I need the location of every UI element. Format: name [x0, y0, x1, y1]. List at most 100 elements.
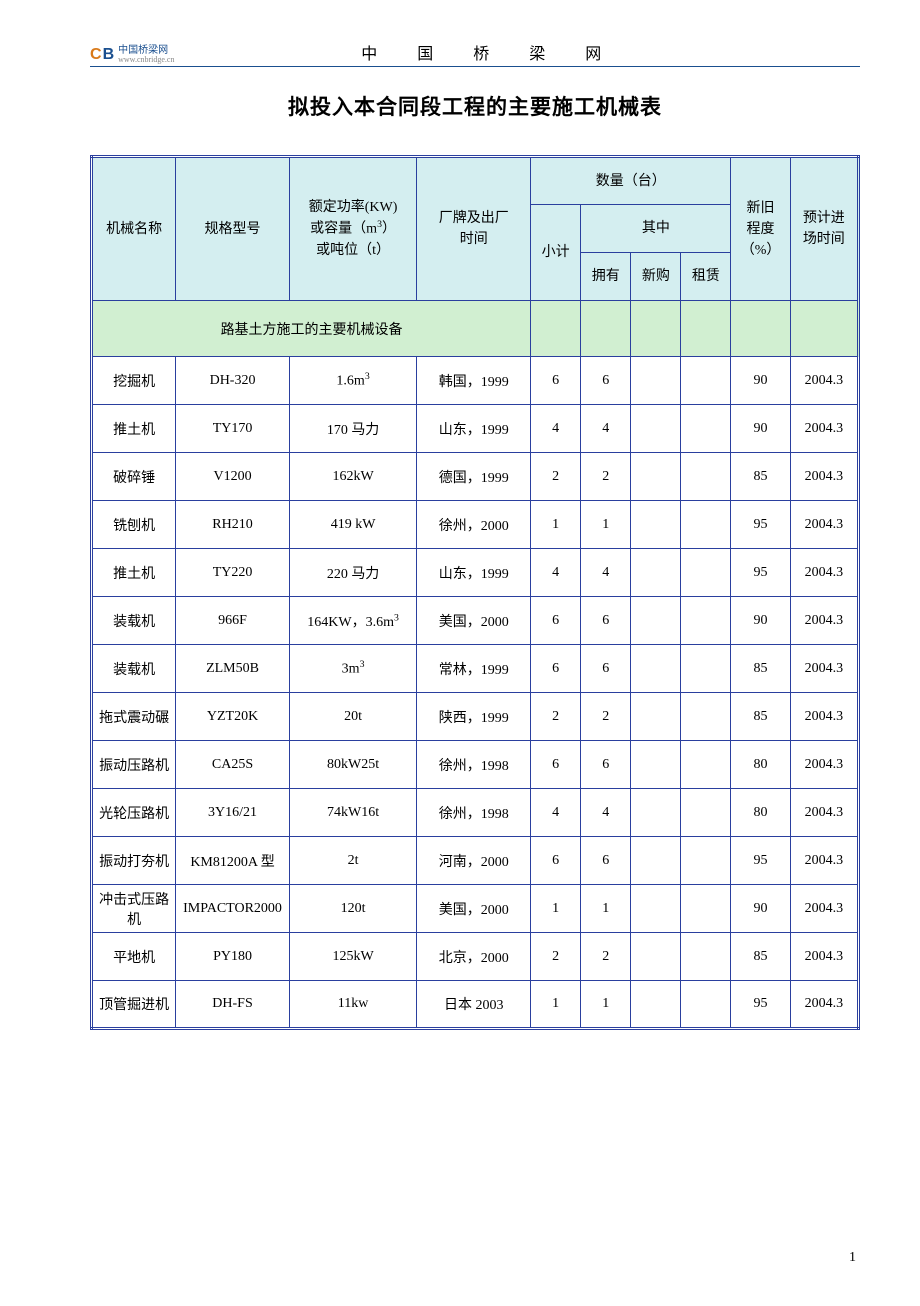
cell-own: 6 [581, 357, 631, 405]
cell-power: 120t [289, 885, 416, 933]
section-row: 路基土方施工的主要机械设备 [92, 301, 859, 357]
cell-subtotal: 2 [531, 693, 581, 741]
cell-mfg: 陕西，1999 [417, 693, 531, 741]
cell-rent [681, 837, 731, 885]
cell-power: 2t [289, 837, 416, 885]
cell-power: 80kW25t [289, 741, 416, 789]
cell-condition: 95 [731, 981, 790, 1029]
cell-model: DH-320 [176, 357, 290, 405]
cell-condition: 90 [731, 357, 790, 405]
cell-own: 6 [581, 645, 631, 693]
cell-rent [681, 549, 731, 597]
cell-own: 2 [581, 453, 631, 501]
cell-model: RH210 [176, 501, 290, 549]
cell-power: 74kW16t [289, 789, 416, 837]
table-row: 拖式震动碾YZT20K20t陕西，199922852004.3 [92, 693, 859, 741]
cell-model: 3Y16/21 [176, 789, 290, 837]
cell-name: 拖式震动碾 [92, 693, 176, 741]
table-row: 光轮压路机3Y16/2174kW16t徐州，199844802004.3 [92, 789, 859, 837]
cell-newbuy [631, 405, 681, 453]
section-label: 路基土方施工的主要机械设备 [92, 301, 531, 357]
cell-model: ZLM50B [176, 645, 290, 693]
cell-condition: 90 [731, 405, 790, 453]
cell-condition: 85 [731, 933, 790, 981]
cell-name: 平地机 [92, 933, 176, 981]
cell-newbuy [631, 789, 681, 837]
cell-model: DH-FS [176, 981, 290, 1029]
cell-own: 2 [581, 693, 631, 741]
cell-subtotal: 6 [531, 741, 581, 789]
table-body: 路基土方施工的主要机械设备 挖掘机DH-3201.6m3韩国，199966902… [92, 301, 859, 1029]
table-row: 铣刨机RH210419 kW徐州，200011952004.3 [92, 501, 859, 549]
cell-subtotal: 6 [531, 597, 581, 645]
cell-newbuy [631, 981, 681, 1029]
cell-own: 6 [581, 741, 631, 789]
col-model: 规格型号 [176, 157, 290, 301]
cell-power: 20t [289, 693, 416, 741]
cell-rent [681, 885, 731, 933]
cell-condition: 95 [731, 501, 790, 549]
cell-rent [681, 501, 731, 549]
cell-power: 11kw [289, 981, 416, 1029]
document-title: 拟投入本合同段工程的主要施工机械表 [90, 91, 860, 121]
section-blank [581, 301, 631, 357]
table-row: 破碎锤V1200162kW德国，199922852004.3 [92, 453, 859, 501]
cell-power: 419 kW [289, 501, 416, 549]
cell-newbuy [631, 693, 681, 741]
cell-power: 170 马力 [289, 405, 416, 453]
cell-power: 220 马力 [289, 549, 416, 597]
cell-newbuy [631, 837, 681, 885]
cell-condition: 85 [731, 693, 790, 741]
cell-name: 推土机 [92, 405, 176, 453]
cell-newbuy [631, 501, 681, 549]
cell-eta: 2004.3 [790, 645, 858, 693]
machinery-table: 机械名称 规格型号 额定功率(KW)或容量（m3）或吨位（t） 厂牌及出厂时间 … [90, 155, 860, 1030]
cell-eta: 2004.3 [790, 741, 858, 789]
section-blank [731, 301, 790, 357]
cell-rent [681, 645, 731, 693]
cell-newbuy [631, 597, 681, 645]
cell-condition: 90 [731, 885, 790, 933]
cell-subtotal: 6 [531, 645, 581, 693]
cell-name: 破碎锤 [92, 453, 176, 501]
cell-eta: 2004.3 [790, 693, 858, 741]
site-logo: CB 中国桥梁网 www.cnbridge.cn [90, 45, 174, 64]
logo-brand-en: www.cnbridge.cn [118, 56, 174, 64]
col-name: 机械名称 [92, 157, 176, 301]
col-among: 其中 [581, 205, 731, 253]
cell-name: 振动压路机 [92, 741, 176, 789]
cell-own: 4 [581, 549, 631, 597]
cell-eta: 2004.3 [790, 405, 858, 453]
cell-eta: 2004.3 [790, 789, 858, 837]
cell-condition: 95 [731, 837, 790, 885]
cell-mfg: 韩国，1999 [417, 357, 531, 405]
col-power: 额定功率(KW)或容量（m3）或吨位（t） [289, 157, 416, 301]
cell-model: KM81200A 型 [176, 837, 290, 885]
site-title: 中 国 桥 梁 网 [174, 40, 860, 64]
cell-newbuy [631, 885, 681, 933]
col-eta: 预计进场时间 [790, 157, 858, 301]
cell-condition: 85 [731, 645, 790, 693]
cell-own: 1 [581, 981, 631, 1029]
table-row: 振动压路机CA25S80kW25t徐州，199866802004.3 [92, 741, 859, 789]
cell-mfg: 徐州，1998 [417, 741, 531, 789]
logo-icon: C [90, 46, 102, 64]
cell-rent [681, 933, 731, 981]
cell-newbuy [631, 645, 681, 693]
col-mfg: 厂牌及出厂时间 [417, 157, 531, 301]
cell-condition: 80 [731, 789, 790, 837]
cell-condition: 85 [731, 453, 790, 501]
section-blank [531, 301, 581, 357]
cell-mfg: 徐州，2000 [417, 501, 531, 549]
cell-name: 装载机 [92, 597, 176, 645]
page-number: 1 [90, 1250, 860, 1266]
cell-name: 挖掘机 [92, 357, 176, 405]
cell-mfg: 山东，1999 [417, 405, 531, 453]
cell-eta: 2004.3 [790, 453, 858, 501]
cell-subtotal: 4 [531, 549, 581, 597]
cell-name: 冲击式压路机 [92, 885, 176, 933]
cell-model: 966F [176, 597, 290, 645]
cell-mfg: 常林，1999 [417, 645, 531, 693]
cell-own: 6 [581, 837, 631, 885]
cell-own: 6 [581, 597, 631, 645]
